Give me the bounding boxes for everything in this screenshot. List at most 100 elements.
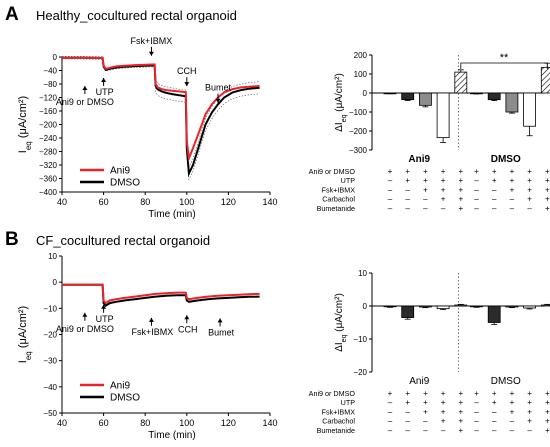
table-row-label: UTP [341, 176, 356, 185]
group-label-dmso: DMSO [491, 154, 521, 165]
table-sign: + [441, 176, 446, 185]
table-sign: + [423, 398, 428, 407]
table-sign: + [388, 167, 393, 176]
x-tick-label: 140 [262, 418, 277, 428]
bar-ani9-4 [454, 304, 468, 307]
table-sign: – [405, 426, 410, 435]
x-axis-label: Time (min) [148, 430, 195, 441]
y-tick-label: −100 [349, 108, 368, 117]
y-tick-label: −20 [353, 368, 367, 377]
table-sign: + [388, 389, 393, 398]
table-sign: – [474, 195, 479, 204]
table-sign: + [458, 398, 463, 407]
table-sign: – [388, 195, 393, 204]
table-sign: + [458, 176, 463, 185]
y-tick-label: 0 [53, 278, 58, 287]
table-sign: + [441, 167, 446, 176]
table-sign: – [474, 426, 479, 435]
legend-label-dmso: DMSO [110, 178, 140, 189]
table-sign: – [388, 204, 393, 213]
table-sign: + [527, 176, 532, 185]
sem-band-lower [62, 58, 260, 181]
table-sign: – [492, 185, 497, 194]
table-sign: + [545, 176, 550, 185]
table-sign: + [510, 176, 515, 185]
x-tick-label: 40 [57, 197, 67, 207]
x-tick-label: 140 [262, 197, 277, 207]
table-sign: + [545, 167, 550, 176]
bar-ani9-1 [401, 305, 415, 318]
table-sign: – [405, 195, 410, 204]
table-sign: + [492, 398, 497, 407]
event-label: Fsk+IBMX [131, 36, 173, 46]
panel-letter-a: A [5, 4, 19, 25]
y-tick-label: −240 [39, 134, 58, 143]
table-sign: + [492, 167, 497, 176]
bar-dmso-2 [505, 305, 519, 308]
bar-dmso-4 [540, 304, 550, 307]
event-arrowhead [217, 318, 223, 323]
table-sign: + [405, 176, 410, 185]
y-tick-label: 0 [53, 53, 58, 62]
event-arrowhead [101, 304, 107, 309]
y-tick-label: 10 [358, 269, 367, 278]
table-sign: – [423, 195, 428, 204]
table-sign: + [423, 185, 428, 194]
group-label-dmso: DMSO [491, 376, 521, 387]
y-tick-label: −160 [39, 107, 58, 116]
table-sign: – [423, 426, 428, 435]
table-sign: + [492, 389, 497, 398]
table-sign: – [405, 185, 410, 194]
table-sign: – [492, 417, 497, 426]
event-label: CCH [177, 66, 197, 76]
y-tick-label: 200 [354, 51, 368, 60]
y-tick-label: −280 [39, 148, 58, 157]
table-sign: – [388, 426, 393, 435]
table-sign: + [441, 407, 446, 416]
table-sign: + [527, 195, 532, 204]
table-sign: – [423, 204, 428, 213]
table-sign: – [474, 204, 479, 213]
y-axis-label: ΔIeq (μA/cm²) [334, 73, 348, 132]
x-tick-label: 60 [99, 197, 109, 207]
table-sign: + [423, 167, 428, 176]
table-sign: – [527, 426, 532, 435]
bar-ani9-4 [454, 71, 468, 94]
series-line-dmso [62, 283, 260, 308]
table-sign: – [405, 407, 410, 416]
table-sign: + [510, 167, 515, 176]
table-sign: + [405, 167, 410, 176]
y-tick-label: −10 [353, 335, 367, 344]
table-sign: + [527, 185, 532, 194]
x-tick-label: 80 [140, 197, 150, 207]
series-line-dmso [62, 56, 260, 178]
series-line-ani9 [62, 283, 260, 305]
table-sign: + [474, 389, 479, 398]
bar-ani9-3 [436, 305, 450, 310]
table-sign: – [474, 176, 479, 185]
bar-ani9-3 [436, 92, 450, 139]
table-sign: + [405, 389, 410, 398]
event-label: CCH [178, 324, 198, 334]
event-arrowhead [215, 98, 221, 103]
bar-dmso-1 [487, 92, 501, 101]
bar-chart-a: 200 100 0 −100 −200 −300 ΔIeq (μA/cm²) Ani9 DMSO… [309, 51, 550, 213]
y-tick-label: −400 [39, 188, 58, 197]
table-sign: + [441, 185, 446, 194]
y-tick-label: −200 [39, 121, 58, 130]
x-tick-label: 120 [221, 418, 236, 428]
event-arrowhead [82, 86, 88, 91]
table-sign: + [492, 176, 497, 185]
table-sign: + [441, 195, 446, 204]
y-tick-label: −120 [39, 94, 58, 103]
table-sign: + [441, 389, 446, 398]
sem-band-upper [62, 56, 260, 169]
table-sign: – [492, 204, 497, 213]
table-sign: + [458, 426, 463, 435]
bar-dmso-3 [523, 305, 536, 309]
table-row-label: Ani9 or DMSO [309, 389, 356, 398]
table-sign: + [458, 195, 463, 204]
x-tick-label: 100 [179, 197, 194, 207]
table-sign: – [388, 398, 393, 407]
